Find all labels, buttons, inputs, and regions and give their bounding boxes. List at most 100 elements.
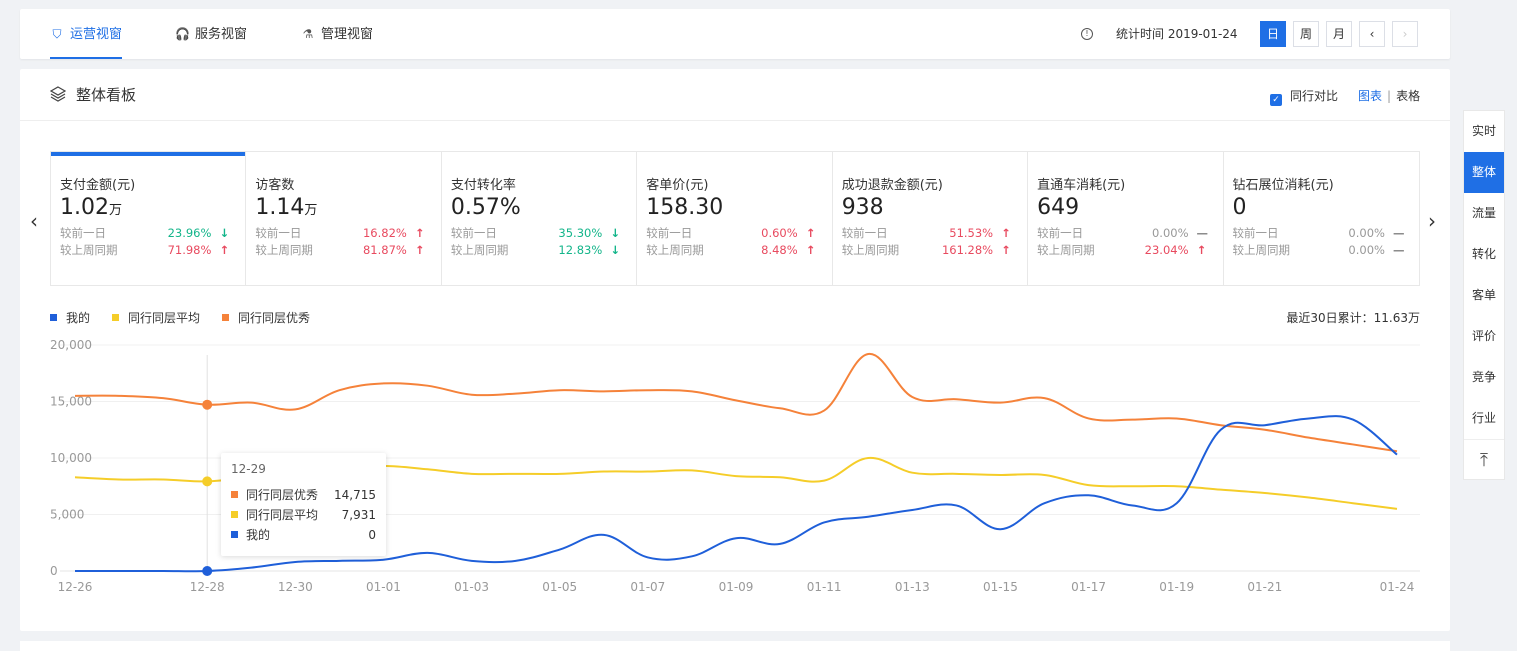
back-to-top-button[interactable]: ⤒: [1464, 439, 1504, 480]
legend-swatch: [112, 314, 120, 321]
peer-compare-checkbox[interactable]: ✓ 同行对比: [1270, 87, 1338, 106]
compare-row-day: 较前一日 23.96% ↓: [60, 225, 245, 242]
info-icon[interactable]: !: [1081, 28, 1093, 40]
tab-operations[interactable]: ⛉ 运营视窗: [50, 9, 123, 59]
metric-value: 158.30: [646, 195, 831, 225]
period-week-button[interactable]: 周: [1293, 21, 1319, 47]
tooltip-series-name: 同行同层优秀: [246, 488, 319, 502]
legend-item-mine[interactable]: 我的: [50, 309, 90, 326]
prev-date-button[interactable]: ‹: [1359, 21, 1385, 47]
metric-card[interactable]: 访客数 1.14万 较前一日 16.82% ↑ 较上周同期 81.87% ↑: [246, 152, 442, 285]
tooltip-swatch: [231, 531, 238, 538]
x-tick-label: 12-28: [190, 580, 225, 594]
compare-percent: 16.82%: [362, 226, 407, 240]
view-table-link[interactable]: 表格: [1396, 89, 1421, 103]
trend-flat-icon: —: [1392, 243, 1405, 257]
tab-service[interactable]: 🎧 服务视窗: [175, 9, 247, 59]
compare-label: 较上周同期: [646, 243, 704, 257]
x-tick-label: 01-03: [454, 580, 489, 594]
legend-swatch: [222, 314, 230, 321]
compare-label: 较上周同期: [1232, 243, 1291, 257]
sidenav-item-competition[interactable]: 竞争: [1471, 370, 1496, 384]
compare-label: 较上周同期: [255, 243, 313, 257]
metric-title: 支付金额(元): [60, 178, 136, 193]
trend-up-icon: ↑: [415, 226, 425, 240]
trend-up-icon: ↑: [1001, 243, 1011, 257]
x-tick-label: 01-09: [719, 580, 754, 594]
metric-number: 938: [841, 195, 884, 220]
compare-percent: 23.04%: [1144, 243, 1189, 257]
sidenav-item-conversion[interactable]: 转化: [1471, 247, 1496, 261]
compare-row-week: 较上周同期 81.87% ↑: [255, 242, 440, 259]
metric-title: 钻石展位消耗(元): [1232, 178, 1334, 193]
highlight-point-best: [202, 399, 213, 410]
metric-value: 0: [1233, 195, 1419, 225]
view-chart-link[interactable]: 图表: [1358, 89, 1383, 103]
compare-label: 较上周同期: [841, 243, 900, 257]
compare-label: 较上周同期: [450, 243, 509, 257]
tooltip-series-name: 同行同层平均: [246, 508, 319, 522]
trend-down-icon: ↓: [219, 226, 230, 240]
metric-card[interactable]: 成功退款金额(元) 938 较前一日 51.53% ↑ 较上周同期 161.28% ↑: [833, 152, 1029, 285]
tab-label: 服务视窗: [195, 27, 248, 42]
tab-management[interactable]: ⚗ 管理视窗: [301, 9, 373, 59]
metric-unit: 万: [304, 203, 318, 218]
cards-next-arrow[interactable]: ›: [1428, 209, 1436, 233]
view-switch: 图表 | 表格: [1358, 87, 1420, 104]
legend-item-avg[interactable]: 同行同层平均: [112, 309, 200, 326]
compare-label: 较前一日: [1037, 226, 1084, 240]
sidenav-item-overall[interactable]: 整体: [1464, 152, 1504, 193]
compare-row-week: 较上周同期 23.04% ↑: [1037, 242, 1222, 259]
metric-card[interactable]: 支付金额(元) 1.02万 较前一日 23.96% ↓ 较上周同期 71.98% ↑: [51, 152, 247, 285]
metric-title: 访客数: [255, 178, 295, 193]
metric-title: 直通车消耗(元): [1037, 178, 1126, 193]
layers-icon: [50, 86, 66, 102]
compare-percent: 12.83%: [558, 243, 603, 257]
metric-number: 0.57%: [450, 195, 521, 220]
thirty-day-total: 最近30日累计：11.63万: [1286, 311, 1420, 325]
trend-up-icon: ↑: [415, 243, 425, 257]
metric-card[interactable]: 客单价(元) 158.30 较前一日 0.60% ↑ 较上周同期 8.48% ↑: [637, 152, 833, 285]
sidenav-item-realtime[interactable]: 实时: [1471, 124, 1496, 138]
sidenav-item-industry[interactable]: 行业: [1471, 411, 1496, 425]
metric-value: 938: [842, 195, 1027, 225]
metric-number: 1.14: [255, 195, 305, 220]
compare-percent: 81.87%: [362, 243, 407, 257]
compare-percent: 51.53%: [949, 226, 994, 240]
next-date-button[interactable]: ›: [1392, 21, 1418, 47]
chevron-left-icon: ‹: [1369, 27, 1375, 41]
compare-percent: 71.98%: [167, 243, 212, 257]
legend-label: 同行同层优秀: [238, 311, 311, 325]
compare-row-day: 较前一日 35.30% ↓: [451, 225, 636, 242]
compare-label: 较前一日: [841, 226, 888, 240]
highlight-point-avg: [202, 476, 213, 487]
metric-card[interactable]: 直通车消耗(元) 649 较前一日 0.00% — 较上周同期 23.04% ↑: [1028, 152, 1224, 285]
compare-row-week: 较上周同期 71.98% ↑: [60, 242, 245, 259]
compare-row-day: 较前一日 0.60% ↑: [646, 225, 831, 242]
x-tick-label: 01-07: [630, 580, 665, 594]
sidenav-item-traffic[interactable]: 流量: [1471, 206, 1496, 220]
period-month-button[interactable]: 月: [1326, 21, 1352, 47]
compare-row-day: 较前一日 51.53% ↑: [842, 225, 1027, 242]
metric-value: 1.14万: [255, 195, 440, 225]
compare-label: 较前一日: [255, 226, 302, 240]
series-line-mine: [74, 415, 1398, 573]
metric-card[interactable]: 钻石展位消耗(元) 0 较前一日 0.00% — 较上周同期 0.00% —: [1224, 152, 1419, 285]
shield-icon: ⛉: [52, 27, 62, 41]
period-day-button[interactable]: 日: [1260, 21, 1286, 47]
compare-row-week: 较上周同期 0.00% —: [1233, 242, 1419, 259]
sidenav-item-unit-price[interactable]: 客单: [1471, 288, 1496, 302]
next-panel-edge: [20, 641, 1450, 651]
metric-card[interactable]: 支付转化率 0.57% 较前一日 35.30% ↓ 较上周同期 12.83% ↓: [442, 152, 638, 285]
tooltip-swatch: [231, 491, 238, 498]
compare-percent: 8.48%: [761, 243, 798, 257]
x-tick-label: 01-15: [983, 580, 1018, 594]
cards-prev-arrow[interactable]: ‹: [30, 209, 38, 233]
x-tick-label: 01-01: [366, 580, 401, 594]
metric-number: 649: [1037, 195, 1080, 220]
legend-item-best[interactable]: 同行同层优秀: [222, 309, 310, 326]
x-tick-label: 01-13: [895, 580, 930, 594]
sidenav-item-reviews[interactable]: 评价: [1471, 329, 1496, 343]
compare-label: 较前一日: [1232, 226, 1279, 240]
